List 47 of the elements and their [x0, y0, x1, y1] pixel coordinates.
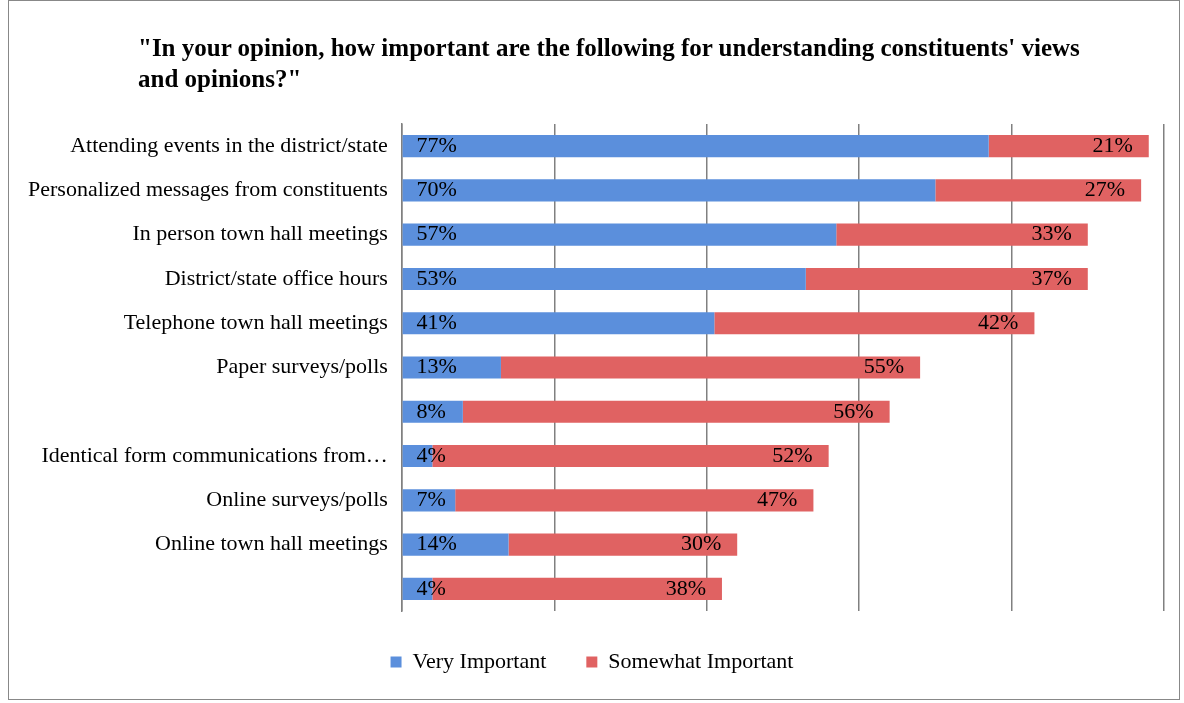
y-tick-label: Telephone town hall meetings	[123, 309, 388, 335]
legend-label: Somewhat Important	[608, 647, 794, 673]
bar	[402, 267, 806, 291]
bar	[402, 223, 837, 246]
y-tick-label: Attending events in the district/state	[70, 131, 388, 157]
bar	[455, 489, 814, 512]
data-label: 41%	[416, 309, 457, 335]
bar	[500, 356, 921, 379]
data-label: 33%	[1031, 220, 1072, 246]
data-label: 42%	[978, 309, 1019, 335]
data-label: 47%	[757, 486, 798, 512]
data-label: 77%	[416, 131, 457, 157]
chart-title: "In your opinion, how important are the following for understanding constituents' views and opinions?"	[138, 33, 1081, 94]
legend-label: Very Important	[412, 647, 547, 673]
bar	[508, 533, 738, 556]
data-label: 14%	[416, 530, 457, 556]
bar	[402, 356, 501, 379]
data-label: 8%	[416, 397, 446, 423]
data-label: 56%	[833, 397, 874, 423]
y-tick-label: Personalized messages from constituents	[27, 176, 388, 202]
data-label: 57%	[416, 220, 457, 246]
data-label: 27%	[1084, 176, 1126, 202]
bar	[988, 135, 1149, 158]
bar	[714, 312, 1035, 335]
data-label: 52%	[772, 441, 813, 467]
y-tick-label: Online surveys/polls	[206, 486, 388, 512]
y-tick-label: In person town hall meetings	[132, 220, 388, 246]
y-tick-label: District/state office hours	[164, 264, 388, 290]
y-tick-label: Identical form communications from…	[41, 441, 388, 467]
y-tick-label: Paper surveys/polls	[216, 353, 388, 379]
bar	[935, 179, 1142, 202]
data-label: 30%	[680, 530, 722, 556]
bar	[402, 135, 989, 158]
data-label: 13%	[416, 353, 457, 379]
data-label: 7%	[416, 486, 446, 512]
y-tick-label: Online town hall meetings	[155, 530, 388, 556]
data-label: 55%	[863, 353, 905, 379]
data-label: 53%	[416, 264, 457, 290]
bar	[402, 179, 936, 202]
data-label: 70%	[416, 176, 457, 202]
bar	[402, 312, 715, 335]
data-label: 37%	[1031, 264, 1072, 290]
bar	[836, 223, 1088, 246]
data-label: 21%	[1092, 131, 1133, 157]
bar	[462, 400, 890, 423]
bar	[805, 267, 1088, 291]
data-label: 38%	[665, 574, 706, 600]
